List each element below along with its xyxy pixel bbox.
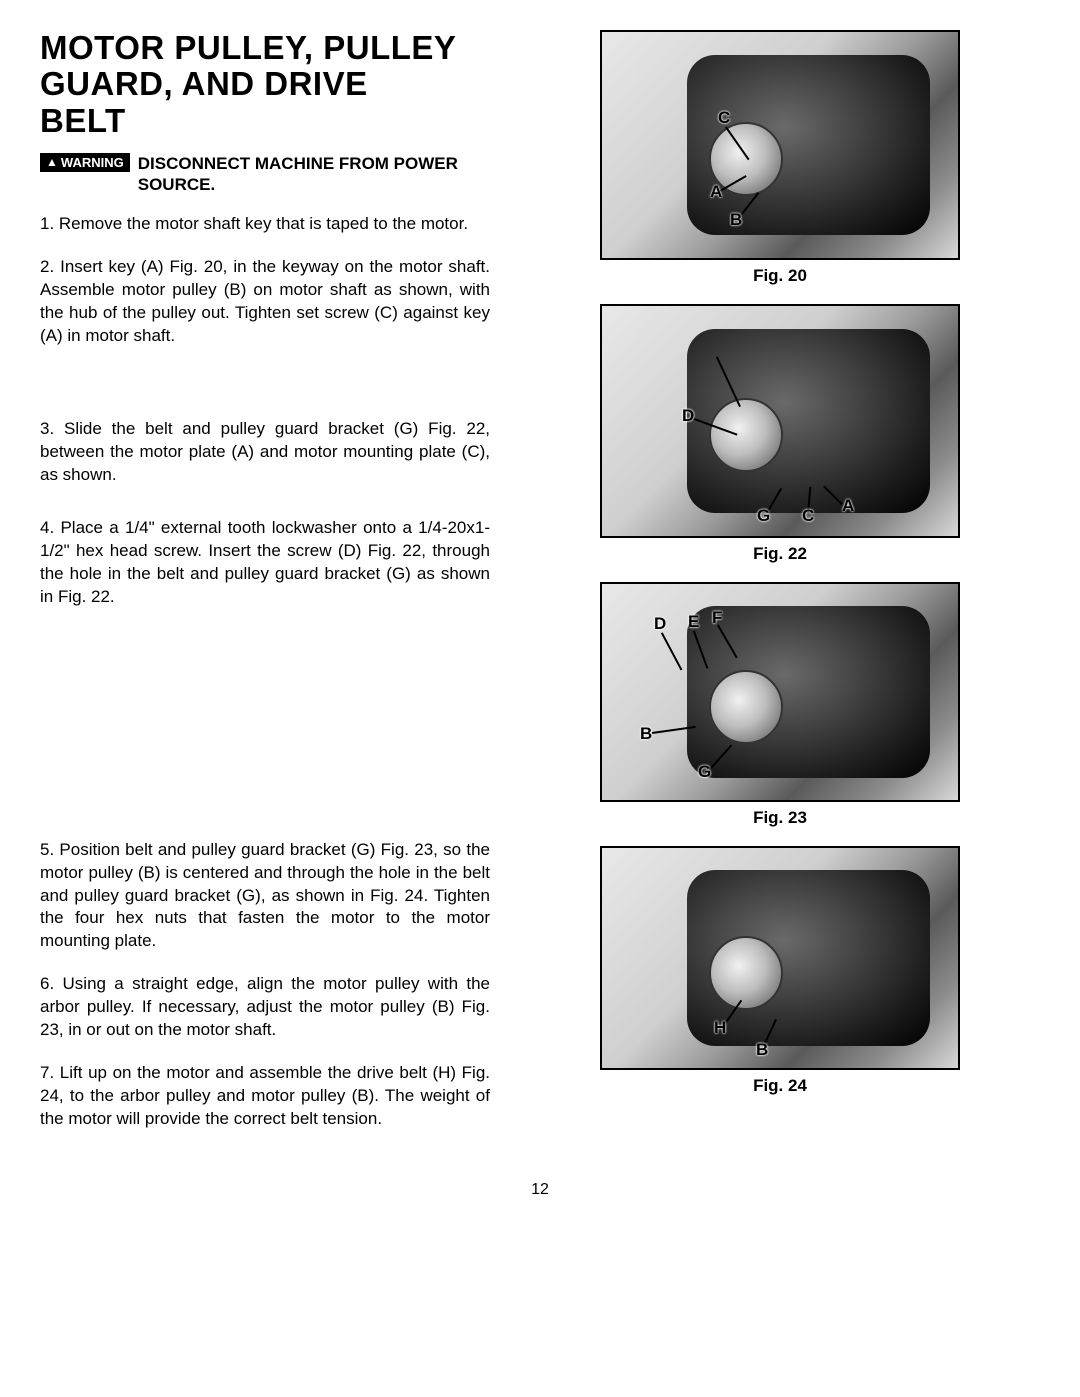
step-4: 4. Place a 1/4" external tooth lockwashe… <box>40 517 490 609</box>
lead-line <box>709 744 732 769</box>
step-2: 2. Insert key (A) Fig. 20, in the keyway… <box>40 256 490 348</box>
figure-23-image: D E F B G <box>600 582 960 802</box>
figure-22-image: D G C A <box>600 304 960 538</box>
figure-20-label-a: A <box>710 182 722 202</box>
figure-23-label-f: F <box>712 608 722 628</box>
figure-23-label-b: B <box>640 724 652 744</box>
page-number: 12 <box>40 1181 1040 1199</box>
page-title: MOTOR PULLEY, PULLEY GUARD, AND DRIVE BE… <box>40 30 460 139</box>
warning-row: ▲ WARNING DISCONNECT MACHINE FROM POWER … <box>40 153 490 196</box>
figure-24: H B Fig. 24 <box>600 846 960 1096</box>
warning-badge-text: WARNING <box>61 155 124 170</box>
lead-line <box>725 126 749 160</box>
figure-22-label-g: G <box>757 506 770 526</box>
lead-line <box>694 418 738 435</box>
figure-22-label-d: D <box>682 406 694 426</box>
figure-24-label-b: B <box>756 1040 768 1060</box>
figure-23-label-g: G <box>698 762 711 782</box>
figure-24-image: H B <box>600 846 960 1070</box>
lead-line <box>717 624 737 658</box>
figure-23-label-d: D <box>654 614 666 634</box>
lead-line <box>693 630 708 668</box>
lead-line <box>652 726 696 734</box>
step-7: 7. Lift up on the motor and assemble the… <box>40 1062 490 1131</box>
warning-triangle-icon: ▲ <box>46 156 58 168</box>
figure-23: D E F B G Fig. 23 <box>600 582 960 828</box>
warning-badge: ▲ WARNING <box>40 153 130 172</box>
figure-24-caption: Fig. 24 <box>753 1076 807 1096</box>
lead-line <box>823 486 842 505</box>
lead-line <box>661 632 682 670</box>
figure-22: D G C A Fig. 22 <box>600 304 960 564</box>
figure-23-caption: Fig. 23 <box>753 808 807 828</box>
figure-24-label-h: H <box>714 1018 726 1038</box>
warning-text: DISCONNECT MACHINE FROM POWER SOURCE. <box>138 153 490 196</box>
figure-20-image: C A B <box>600 30 960 260</box>
step-5: 5. Position belt and pulley guard bracke… <box>40 839 490 954</box>
step-3: 3. Slide the belt and pulley guard brack… <box>40 418 490 487</box>
lead-line <box>716 356 741 406</box>
figure-22-label-c: C <box>802 506 814 526</box>
step-6: 6. Using a straight edge, align the moto… <box>40 973 490 1042</box>
lead-line <box>740 192 758 215</box>
figure-22-label-a: A <box>842 496 854 516</box>
figure-23-label-e: E <box>688 612 699 632</box>
figure-20: C A B Fig. 20 <box>600 30 960 286</box>
lead-line <box>720 175 747 191</box>
step-1: 1. Remove the motor shaft key that is ta… <box>40 213 490 236</box>
figure-20-label-c: C <box>718 108 730 128</box>
figure-20-label-b: B <box>730 210 742 230</box>
figure-22-caption: Fig. 22 <box>753 544 807 564</box>
figure-20-caption: Fig. 20 <box>753 266 807 286</box>
